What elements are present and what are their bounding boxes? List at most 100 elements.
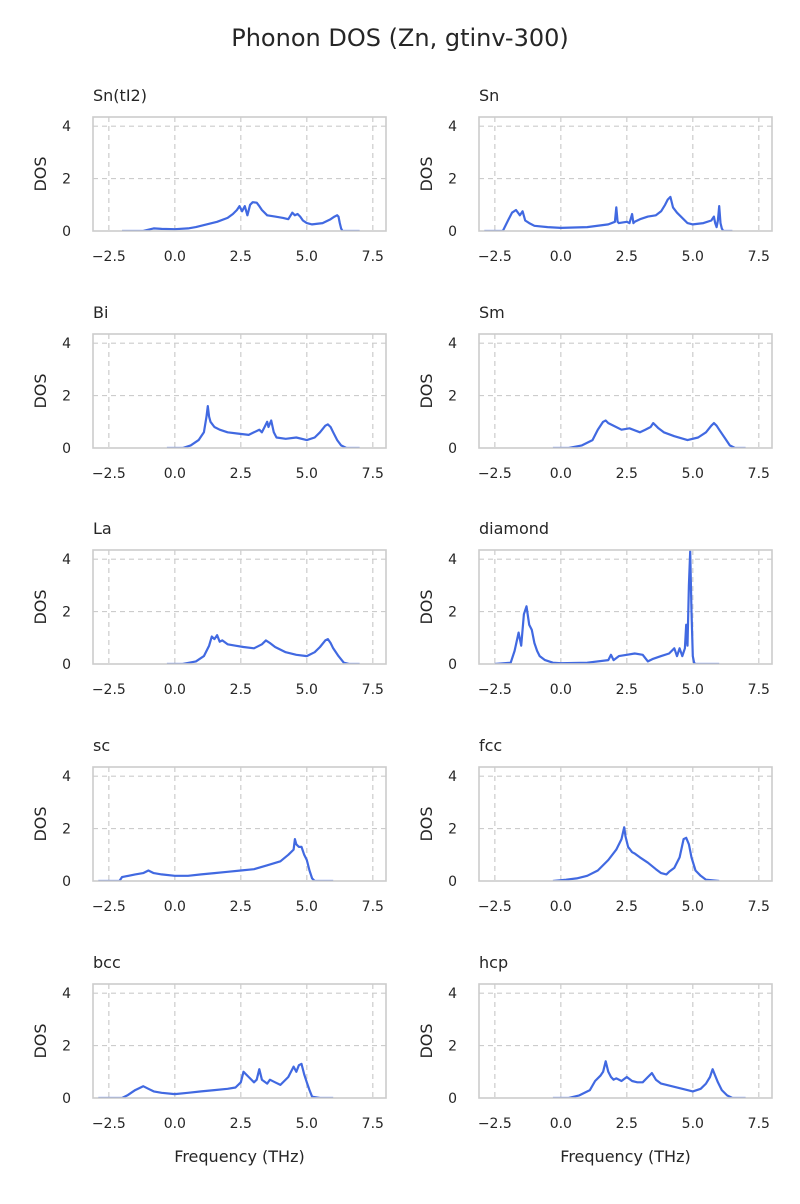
x-tick-label: 0.0 [550, 899, 572, 915]
x-tick-label: 7.5 [748, 682, 770, 698]
subplot-title: bcc [93, 953, 121, 972]
x-tick-label: −2.5 [92, 249, 126, 265]
y-axis-label: DOS [31, 1023, 50, 1058]
x-tick-label: 0.0 [550, 1116, 572, 1132]
y-tick-label: 4 [448, 986, 457, 1002]
dos-line-1 [98, 1062, 334, 1098]
y-tick-label: 2 [62, 172, 71, 188]
x-tick-label: 2.5 [616, 682, 638, 698]
dos-line-1 [552, 826, 720, 881]
x-tick-label: 0.0 [164, 1116, 186, 1132]
dos-line-1 [484, 195, 733, 231]
y-tick-label: 0 [62, 1091, 71, 1107]
subplot-title: hcp [479, 953, 508, 972]
dos-line-1 [166, 634, 360, 664]
dos-line-1 [552, 1060, 746, 1098]
subplot-7: −2.5 0.0 2.5 5.0 7.5 0 2 4 sc DOS [31, 736, 387, 915]
x-tick-label: 7.5 [748, 466, 770, 482]
x-tick-label: 7.5 [748, 899, 770, 915]
x-tick-label: 5.0 [682, 682, 704, 698]
x-tick-label: −2.5 [478, 249, 512, 265]
y-tick-label: 2 [62, 1039, 71, 1055]
subplot-1: −2.5 0.0 2.5 5.0 7.5 0 2 4 Sn(tI2) DOS [31, 86, 387, 265]
y-tick-label: 2 [448, 605, 457, 621]
y-tick-label: 4 [62, 769, 71, 785]
subplot-title: Sn(tI2) [93, 86, 147, 105]
subplot-title: La [93, 519, 112, 538]
axes-frame [92, 766, 387, 882]
x-tick-label: −2.5 [478, 682, 512, 698]
x-tick-label: 2.5 [230, 682, 252, 698]
subplot-title: Sm [479, 303, 505, 322]
y-tick-label: 0 [62, 224, 71, 240]
x-tick-label: 7.5 [362, 682, 384, 698]
subplot-title: diamond [479, 519, 549, 538]
x-tick-label: 0.0 [164, 899, 186, 915]
figure-title: Phonon DOS (Zn, gtinv-300) [231, 24, 569, 52]
subplot-9: −2.5 0.0 2.5 5.0 7.5 0 2 4 bcc DOS Frequency (THz) [31, 953, 387, 1166]
x-tick-label: 5.0 [682, 466, 704, 482]
dos-line-1 [122, 201, 360, 231]
subplot-title: fcc [479, 736, 502, 755]
x-tick-label: 0.0 [164, 682, 186, 698]
subplot-6: −2.5 0.0 2.5 5.0 7.5 0 2 4 diamond DOS [417, 519, 773, 698]
y-axis-label: DOS [31, 156, 50, 191]
x-tick-label: −2.5 [92, 899, 126, 915]
y-tick-label: 2 [62, 605, 71, 621]
subplot-10: −2.5 0.0 2.5 5.0 7.5 0 2 4 hcp DOS Frequency (THz) [417, 953, 773, 1166]
y-axis-label: DOS [417, 1023, 436, 1058]
x-tick-label: 7.5 [748, 1116, 770, 1132]
subplot-4: −2.5 0.0 2.5 5.0 7.5 0 2 4 Sm DOS [417, 303, 773, 482]
axes-frame [478, 116, 773, 232]
dos-line-1 [166, 405, 360, 448]
y-tick-label: 2 [448, 822, 457, 838]
y-axis-label: DOS [417, 806, 436, 841]
y-tick-label: 0 [448, 224, 457, 240]
x-tick-label: 5.0 [296, 1116, 318, 1132]
x-tick-label: 5.0 [296, 249, 318, 265]
axes-frame [92, 333, 387, 449]
y-tick-label: 2 [62, 822, 71, 838]
x-tick-label: 7.5 [748, 249, 770, 265]
x-tick-label: 2.5 [230, 249, 252, 265]
y-tick-label: 2 [448, 172, 457, 188]
x-tick-label: −2.5 [478, 466, 512, 482]
x-tick-label: 2.5 [230, 899, 252, 915]
x-tick-label: 2.5 [616, 899, 638, 915]
subplot-8: −2.5 0.0 2.5 5.0 7.5 0 2 4 fcc DOS [417, 736, 773, 915]
y-tick-label: 4 [62, 986, 71, 1002]
x-tick-label: 5.0 [296, 682, 318, 698]
x-tick-label: −2.5 [478, 1116, 512, 1132]
y-tick-label: 4 [448, 769, 457, 785]
x-tick-label: 5.0 [682, 1116, 704, 1132]
x-tick-label: 7.5 [362, 1116, 384, 1132]
y-axis-label: DOS [31, 589, 50, 624]
y-tick-label: 4 [62, 552, 71, 568]
x-tick-label: 2.5 [616, 1116, 638, 1132]
y-tick-label: 0 [62, 441, 71, 457]
x-tick-label: 2.5 [230, 1116, 252, 1132]
subplot-grid: −2.5 0.0 2.5 5.0 7.5 0 2 4 Sn(tI2) DOS −2.5 0.0 2.5 5… [31, 86, 773, 1166]
axes-frame [92, 549, 387, 665]
y-tick-label: 2 [62, 389, 71, 405]
subplot-3: −2.5 0.0 2.5 5.0 7.5 0 2 4 Bi DOS [31, 303, 387, 482]
subplot-title: sc [93, 736, 110, 755]
x-tick-label: 0.0 [164, 466, 186, 482]
x-tick-label: −2.5 [478, 899, 512, 915]
y-tick-label: 4 [62, 119, 71, 135]
y-axis-label: DOS [31, 806, 50, 841]
axes-frame [478, 549, 773, 665]
x-tick-label: −2.5 [92, 682, 126, 698]
axes-frame [478, 333, 773, 449]
y-axis-label: DOS [417, 589, 436, 624]
y-tick-label: 4 [62, 336, 71, 352]
x-tick-label: 5.0 [296, 899, 318, 915]
x-tick-label: 0.0 [550, 249, 572, 265]
x-tick-label: 2.5 [230, 466, 252, 482]
x-tick-label: 7.5 [362, 249, 384, 265]
axes-frame [92, 116, 387, 232]
y-tick-label: 0 [448, 441, 457, 457]
y-tick-label: 0 [448, 874, 457, 890]
y-axis-label: DOS [417, 156, 436, 191]
